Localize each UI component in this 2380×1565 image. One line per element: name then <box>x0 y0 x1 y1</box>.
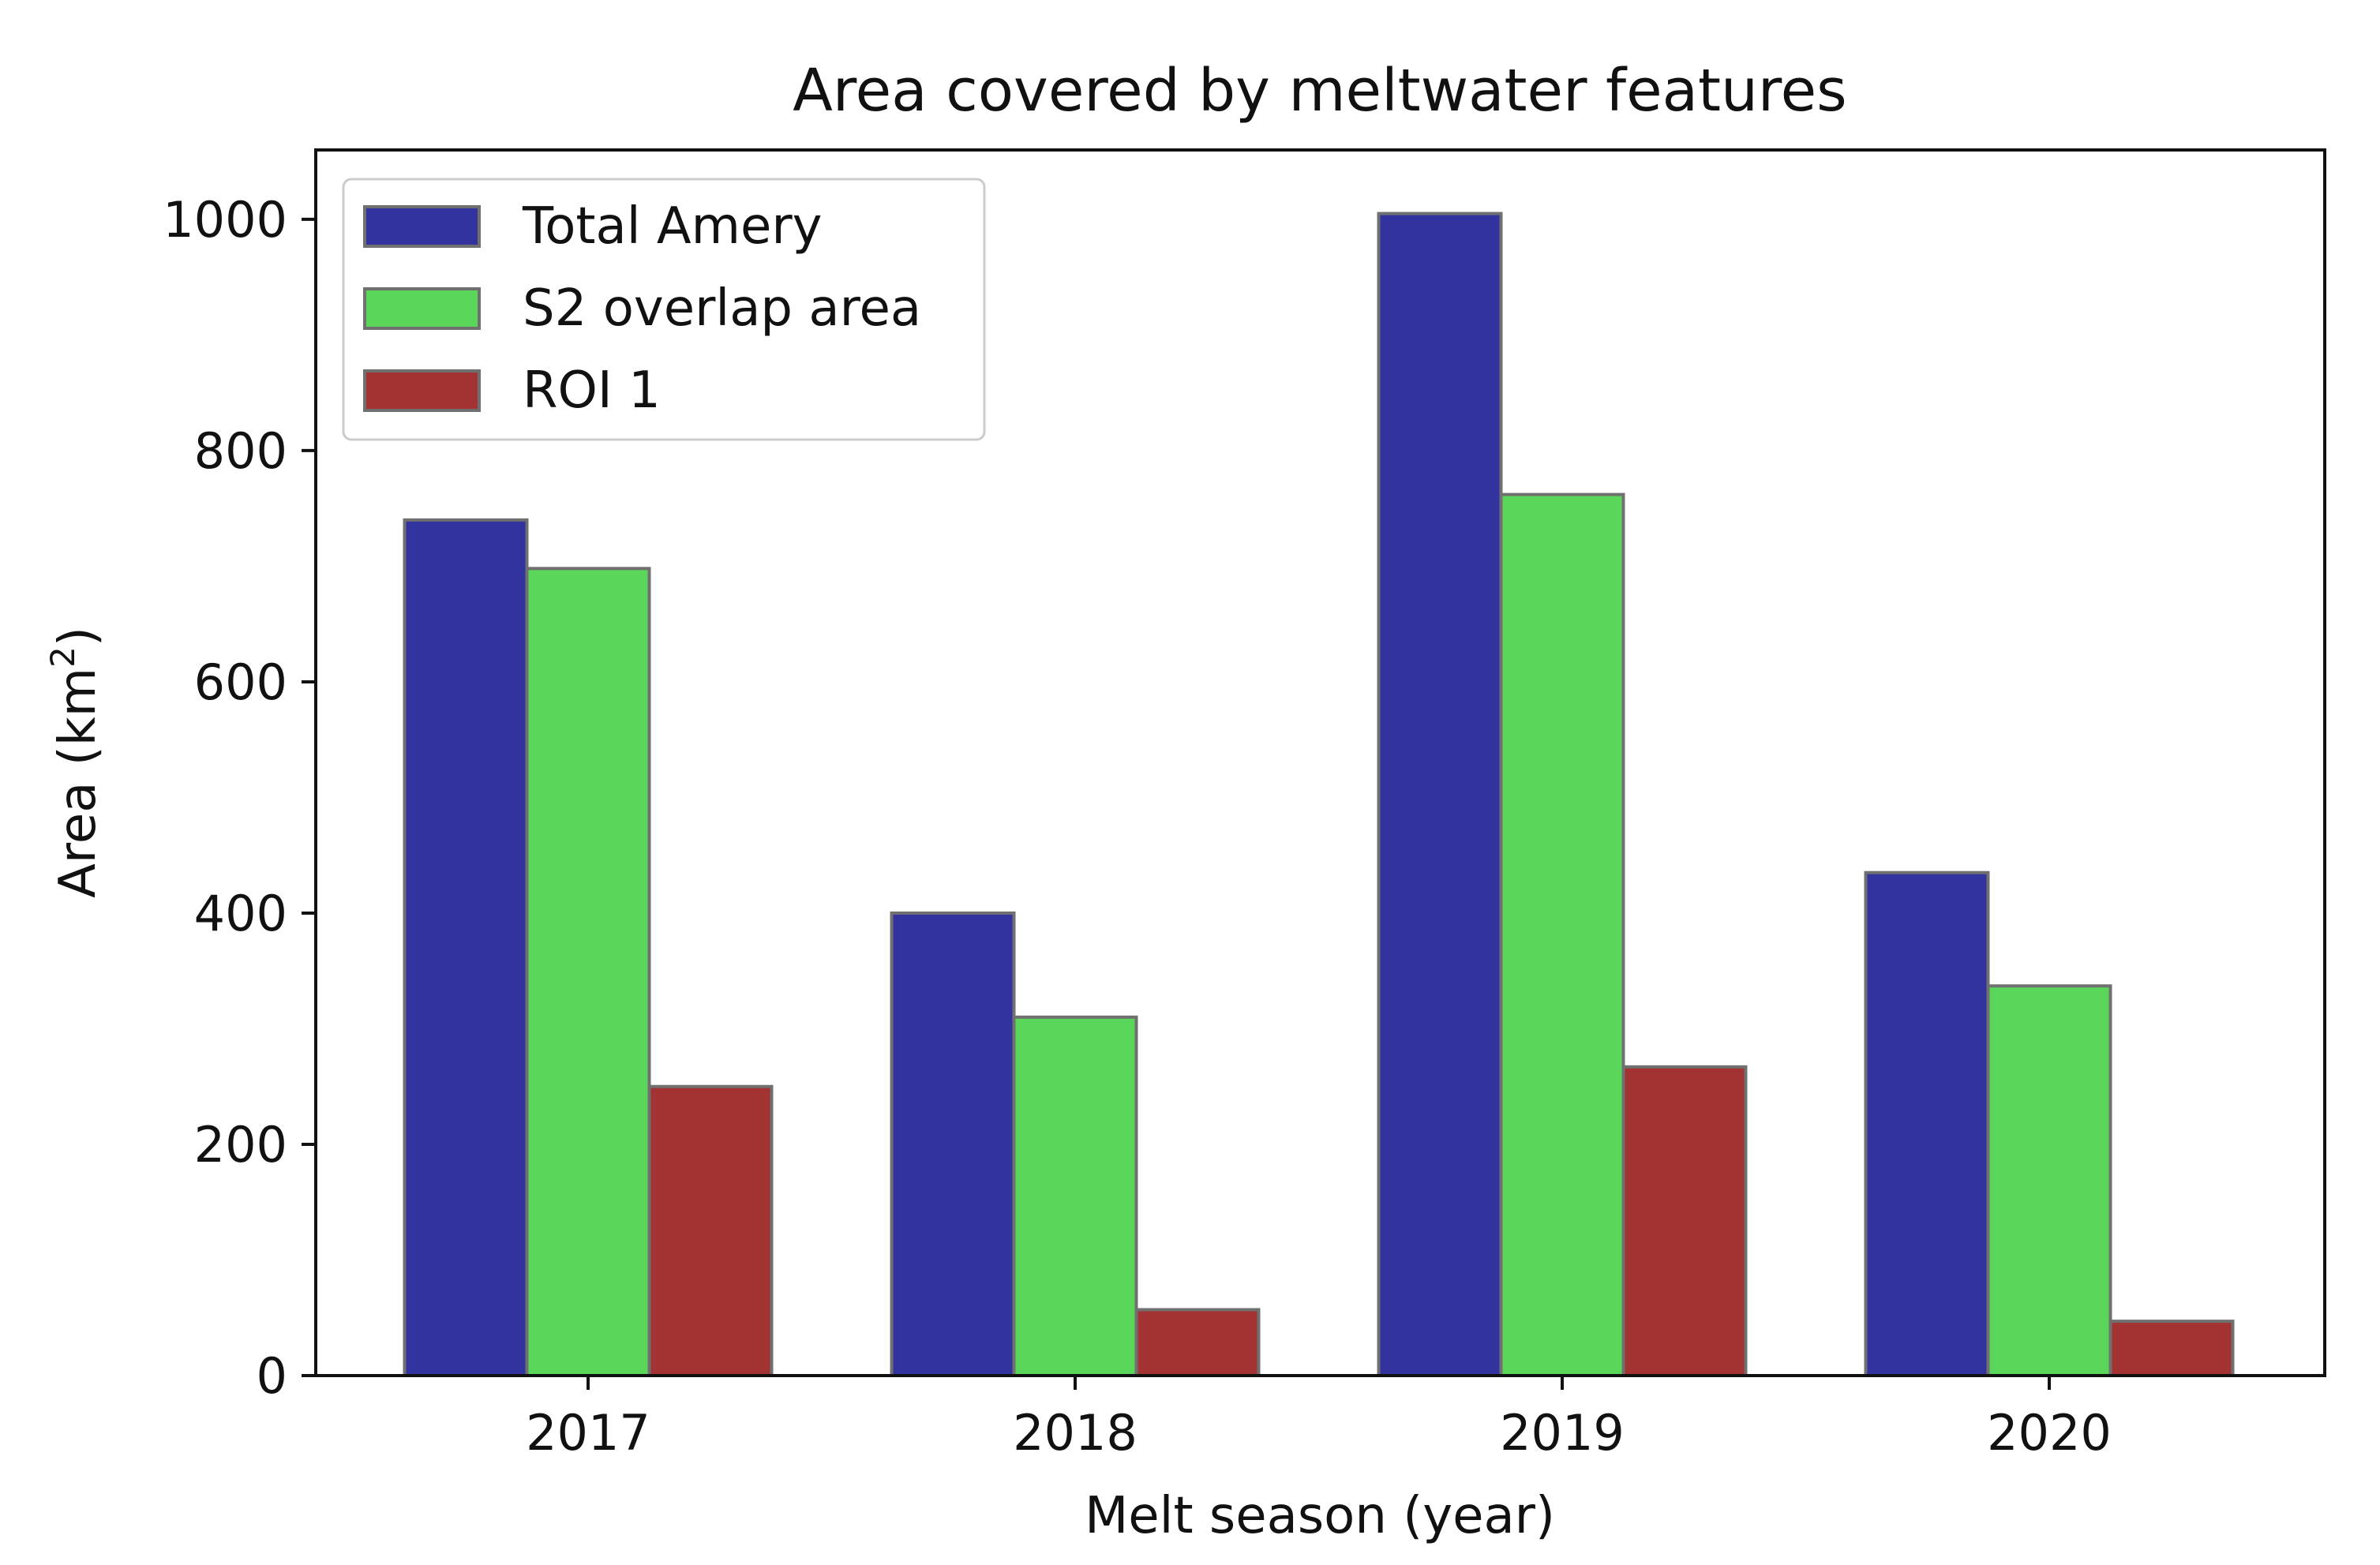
x-tick-label: 2017 <box>526 1404 650 1462</box>
x-axis-ticks: 2017 2018 2019 2020 <box>526 1376 2112 1462</box>
bar-s2-overlap-area-2019 <box>1499 492 1625 1377</box>
legend-label-total-amery: Total Amery <box>522 197 823 256</box>
bars-group <box>403 212 2235 1378</box>
y-tick-label: 400 <box>194 885 287 942</box>
bar-roi-1-2019 <box>1621 1065 1748 1377</box>
y-tick-label: 0 <box>257 1347 287 1405</box>
bar-total-amery-2019 <box>1377 212 1503 1377</box>
bar-roi-1-2020 <box>2108 1320 2235 1378</box>
legend: Total Amery S2 overlap area ROI 1 <box>342 178 986 441</box>
x-tick-label: 2020 <box>1987 1404 2112 1462</box>
bar-total-amery-2018 <box>890 911 1016 1377</box>
x-tick-label: 2018 <box>1013 1404 1138 1462</box>
legend-box <box>342 178 986 441</box>
bar-s2-overlap-area-2017 <box>525 567 651 1377</box>
y-axis-label-main: Area (km <box>49 668 107 898</box>
legend-swatch-total-amery <box>363 205 481 248</box>
plot-frame <box>314 148 2326 1377</box>
y-tick-label: 600 <box>194 653 287 711</box>
legend-swatch-s2-overlap-area <box>363 287 481 330</box>
bar-roi-1-2018 <box>1134 1308 1261 1377</box>
legend-label-s2-overlap-area: S2 overlap area <box>523 279 921 338</box>
legend-items: Total Amery S2 overlap area ROI 1 <box>363 197 921 420</box>
x-axis-label: Melt season (year) <box>1085 1487 1555 1545</box>
chart-title: Area covered by meltwater features <box>793 57 1846 125</box>
y-axis-label: Area (km2) <box>43 627 107 898</box>
bar-roi-1-2017 <box>647 1084 774 1378</box>
y-axis-label-close: ) <box>49 627 107 646</box>
legend-label-roi-1: ROI 1 <box>523 361 661 420</box>
y-tick-label: 1000 <box>163 191 287 249</box>
legend-swatch-roi-1 <box>363 369 481 412</box>
bar-s2-overlap-area-2018 <box>1012 1015 1138 1378</box>
y-tick-label: 800 <box>194 422 287 480</box>
bar-total-amery-2017 <box>403 518 529 1377</box>
y-tick-label: 200 <box>194 1116 287 1174</box>
y-axis-ticks: 0 200 400 600 800 1000 <box>163 191 316 1405</box>
bar-s2-overlap-area-2020 <box>1986 984 2112 1377</box>
x-tick-label: 2019 <box>1500 1404 1625 1462</box>
y-axis-label-superscript: 2 <box>43 646 82 668</box>
bar-total-amery-2020 <box>1864 870 1990 1377</box>
